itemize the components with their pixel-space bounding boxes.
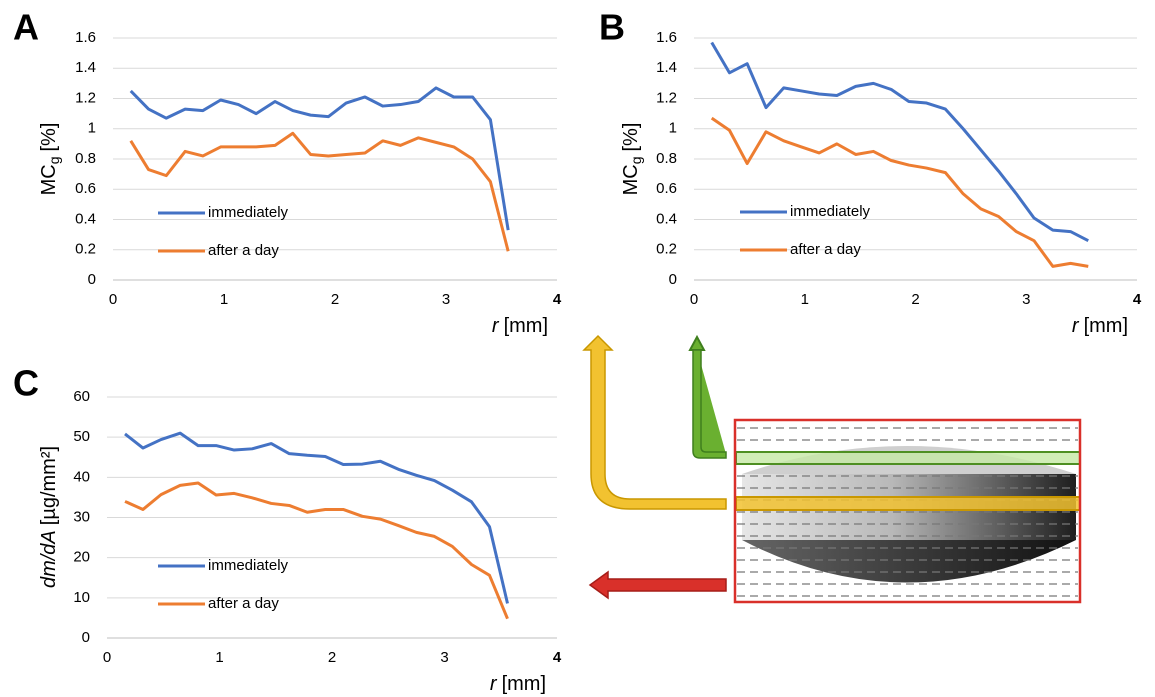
y-tick-label: 1.2 <box>75 89 96 106</box>
y-tick-label: 20 <box>73 549 90 566</box>
y-label-main: dm/dA <box>38 530 60 588</box>
x-tick-label: 1 <box>215 649 223 666</box>
legend-label: after a day <box>208 595 279 612</box>
x-tick-label: 2 <box>911 291 919 308</box>
x-axis-label: r [mm] <box>492 315 548 337</box>
legend-label: immediately <box>208 557 289 574</box>
x-tick-label: 3 <box>440 649 448 666</box>
data-line <box>129 86 510 231</box>
y-label-main: MC <box>620 164 642 195</box>
y-label-unit: [%] <box>620 123 642 152</box>
sample-bottom <box>742 540 1076 583</box>
red-arrow <box>588 570 727 600</box>
x-label-unit: [mm] <box>1084 315 1128 337</box>
x-axis-label: r [mm] <box>1072 315 1128 337</box>
y-label-sub: g <box>46 157 62 165</box>
y-axis-label: dm/dA [µg/mm²] <box>38 446 60 588</box>
green-arrow-shaft <box>692 349 727 459</box>
y-axis-label: MCg [%] <box>38 123 61 196</box>
panel-letter: B <box>599 7 625 48</box>
y-label-main: MC <box>38 164 60 195</box>
yellow-arrow <box>582 334 727 510</box>
y-tick-label: 0.8 <box>656 150 677 167</box>
y-tick-label: 0.2 <box>75 241 96 258</box>
x-label-var: r <box>492 315 500 337</box>
y-tick-label: 60 <box>73 388 90 405</box>
chart: 0 10 20 30 40 50 60 0 1 2 3 4 Cr [mm] dm/dA [µg/mm²] imm… <box>13 363 562 696</box>
x-tick-label: 4 <box>1133 291 1142 308</box>
legend-label: after a day <box>208 242 279 259</box>
y-tick-label: 0 <box>88 271 96 288</box>
legend-label: immediately <box>790 203 871 220</box>
panel-letter: A <box>13 7 39 48</box>
y-tick-label: 1.4 <box>75 59 96 76</box>
data-line <box>710 41 1089 243</box>
legend-label: immediately <box>208 204 289 221</box>
y-tick-label: 0.4 <box>656 210 677 227</box>
y-label-unit: [%] <box>38 123 60 152</box>
chart: 0 0.2 0.4 0.6 0.8 1 1.2 1.4 1.6 0 1 2 3 4 Ar [mm] MCg [%]… <box>13 7 562 338</box>
x-tick-label: 2 <box>328 649 336 666</box>
x-tick-label: 0 <box>103 649 111 666</box>
y-tick-label: 0.4 <box>75 210 96 227</box>
y-tick-label: 40 <box>73 468 90 485</box>
x-tick-label: 2 <box>331 291 339 308</box>
yellow-slice <box>735 496 1081 511</box>
y-tick-label: 0.8 <box>75 150 96 167</box>
data-line <box>124 431 509 604</box>
chart: 0 0.2 0.4 0.6 0.8 1 1.2 1.4 1.6 0 1 2 3 4 Br [mm] MCg [%]… <box>599 7 1142 338</box>
x-label-unit: [mm] <box>504 315 548 337</box>
y-tick-label: 0.6 <box>75 180 96 197</box>
y-tick-label: 1.4 <box>656 59 677 76</box>
y-label-unit: [µg/mm²] <box>38 446 60 525</box>
x-tick-label: 0 <box>690 291 698 308</box>
y-tick-label: 1 <box>669 120 677 137</box>
x-tick-label: 1 <box>801 291 809 308</box>
y-tick-label: 0.2 <box>656 241 677 258</box>
y-label-sub: g <box>628 157 644 165</box>
x-tick-label: 0 <box>109 291 117 308</box>
y-tick-label: 30 <box>73 508 90 525</box>
legend-label: after a day <box>790 241 861 258</box>
y-axis-label: MCg [%] <box>620 123 643 196</box>
x-label-unit: [mm] <box>502 673 546 695</box>
y-tick-label: 0 <box>669 271 677 288</box>
y-tick-label: 1 <box>88 120 96 137</box>
x-tick-label: 3 <box>1022 291 1030 308</box>
data-line <box>129 131 510 252</box>
sample-frame <box>733 418 1082 604</box>
y-tick-label: 1.6 <box>656 29 677 46</box>
data-line <box>710 116 1089 268</box>
y-tick-label: 1.6 <box>75 29 96 46</box>
green-slice <box>735 451 1081 465</box>
y-tick-label: 1.2 <box>656 89 677 106</box>
x-tick-label: 1 <box>220 291 228 308</box>
sample-diagram <box>582 334 1082 604</box>
x-label-var: r <box>490 673 498 695</box>
x-tick-label: 4 <box>553 649 562 666</box>
panel-letter: C <box>13 363 39 404</box>
y-tick-label: 50 <box>73 428 90 445</box>
y-tick-label: 0 <box>82 629 90 646</box>
y-tick-label: 0.6 <box>656 180 677 197</box>
x-axis-label: r [mm] <box>490 673 546 695</box>
x-tick-label: 4 <box>553 291 562 308</box>
y-tick-label: 10 <box>73 589 90 606</box>
data-line <box>124 481 509 620</box>
x-label-var: r <box>1072 315 1080 337</box>
x-tick-label: 3 <box>442 291 450 308</box>
